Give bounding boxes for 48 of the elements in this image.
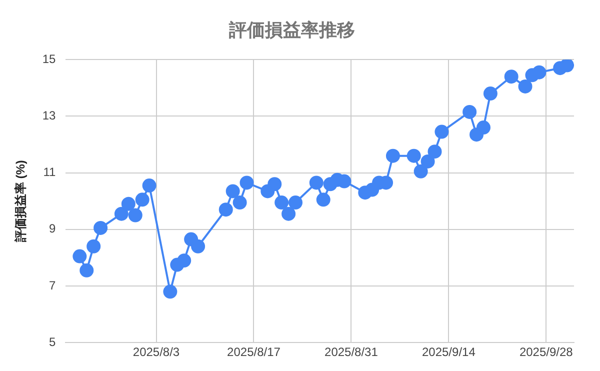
x-tick-label: 2025/8/31	[324, 345, 378, 360]
point	[414, 164, 428, 178]
y-tick-label: 9	[49, 222, 56, 236]
point	[240, 176, 254, 190]
point	[386, 148, 400, 163]
point	[226, 184, 240, 198]
point	[282, 206, 296, 221]
point	[476, 120, 490, 135]
x-tick-label: 2025/8/17	[227, 345, 281, 360]
x-tick-label: 2025/9/14	[422, 345, 476, 360]
point	[128, 208, 142, 222]
point	[560, 60, 574, 72]
point	[268, 177, 282, 192]
point	[121, 196, 136, 211]
point	[483, 86, 498, 101]
point	[72, 249, 87, 264]
point	[420, 154, 435, 168]
y-tick-label: 5	[49, 334, 56, 349]
point	[504, 70, 518, 84]
point	[142, 178, 156, 193]
point	[86, 239, 101, 254]
point	[191, 239, 206, 254]
point	[80, 263, 94, 278]
x-tick-label: 2025/9/28	[519, 345, 574, 360]
point	[135, 192, 150, 207]
point	[274, 196, 289, 210]
point	[94, 220, 108, 235]
point	[232, 196, 247, 210]
point	[218, 202, 233, 217]
point	[309, 176, 324, 190]
chart-title: 評価損益率推移	[228, 20, 355, 40]
point	[434, 124, 449, 139]
point	[532, 65, 546, 80]
x-tick-label: 2025/8/3	[132, 345, 180, 360]
y-tick-label: 11	[43, 165, 56, 180]
point	[163, 284, 178, 299]
point	[316, 192, 330, 207]
point	[518, 79, 532, 94]
point	[428, 144, 442, 159]
point	[288, 196, 303, 210]
y-axis-title: 評価損益率 (%)	[14, 160, 28, 244]
point	[114, 206, 128, 221]
y-tick-label: 7	[49, 278, 56, 292]
y-tick-label: 13	[42, 108, 56, 123]
point	[177, 254, 192, 268]
point	[406, 148, 421, 163]
y-tick-label: 15	[42, 52, 56, 66]
point	[462, 104, 477, 119]
